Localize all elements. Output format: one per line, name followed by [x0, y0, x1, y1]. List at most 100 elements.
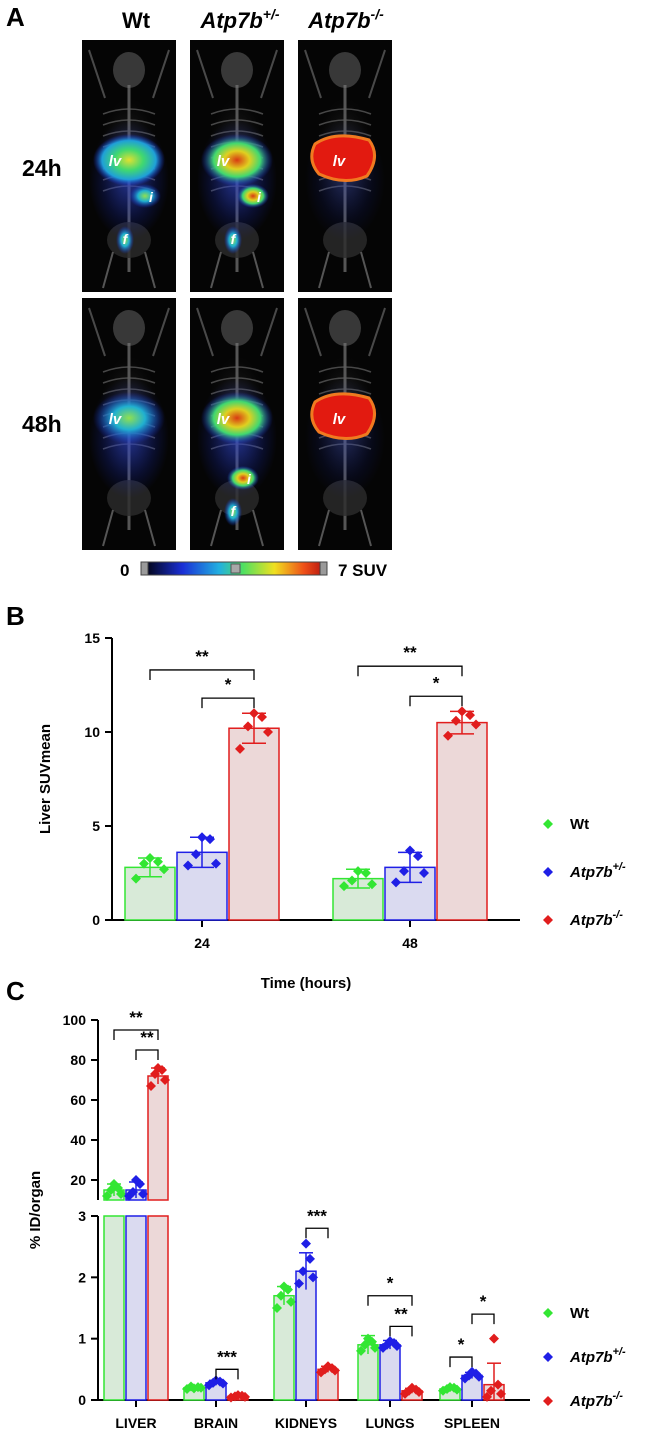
- data-point: [363, 1333, 373, 1344]
- hindlimb-right: [144, 509, 156, 547]
- legend-label-text: Atp7b: [569, 912, 613, 929]
- organ-label-feces: f: [231, 231, 237, 247]
- pet-image-r0-c0: lv i f: [82, 40, 176, 292]
- x-tick-label: LIVER: [115, 1415, 156, 1431]
- data-point: [407, 1382, 417, 1393]
- data-point: [286, 1296, 296, 1307]
- y-tick-label: 20: [70, 1172, 86, 1188]
- data-point: [399, 866, 409, 877]
- data-point: [189, 1383, 199, 1394]
- legend-label: Wt: [570, 816, 589, 833]
- pet-image-r0-c1: lv i f: [190, 40, 284, 292]
- column-label-het-sup: +/-: [263, 6, 280, 22]
- y-tick-label: 60: [70, 1092, 86, 1108]
- organ-label-liver: lv: [217, 153, 231, 170]
- significance-bracket: *: [471, 1292, 495, 1325]
- significance-label: ***: [217, 1347, 237, 1366]
- forelimb-right: [152, 49, 170, 99]
- panel-b-letter: B: [6, 601, 25, 631]
- forelimb-left: [196, 49, 214, 99]
- legend-label: Atp7b+/-: [569, 861, 626, 881]
- skull-shape: [329, 310, 361, 346]
- panel-a: A Wt Atp7b+/- Atp7b-/- 24h 48h lviflvifl…: [6, 2, 392, 580]
- forelimb-left: [304, 307, 322, 357]
- data-point: [308, 1272, 318, 1283]
- hindlimb-right: [252, 251, 264, 289]
- forelimb-right: [152, 307, 170, 357]
- significance-bracket: **: [135, 1028, 159, 1060]
- organ-label-intestine: i: [247, 471, 252, 487]
- forelimb-right: [260, 49, 278, 99]
- skull-shape: [113, 310, 145, 346]
- y-axis-title: % ID/organ: [27, 1171, 44, 1249]
- legend-label: Atp7b-/-: [569, 909, 623, 929]
- bracket-line: [215, 1368, 239, 1380]
- legend-label-text: Atp7b: [569, 864, 613, 881]
- significance-label: ***: [307, 1206, 327, 1225]
- bracket-line: [471, 1313, 495, 1325]
- significance-bracket: **: [357, 643, 463, 677]
- column-label-het: Atp7b+/-: [199, 6, 279, 33]
- data-point: [131, 1175, 141, 1185]
- liver-hotspot: [201, 392, 273, 444]
- data-point: [496, 1388, 506, 1399]
- rib-line: [318, 366, 372, 373]
- legend-label-text: Atp7b: [569, 1393, 613, 1410]
- data-point: [128, 1187, 138, 1197]
- significance-label: *: [387, 1274, 394, 1293]
- colorbar-min-label: 0: [120, 561, 129, 580]
- bar-group: [294, 1238, 318, 1401]
- bar-group: [332, 866, 384, 921]
- forelimb-left: [196, 307, 214, 357]
- rib-line: [102, 108, 156, 115]
- x-tick-label: KIDNEYS: [275, 1415, 337, 1431]
- panel-a-letter: A: [6, 2, 25, 32]
- legend-label-sup: +/-: [613, 1346, 626, 1358]
- x-tick-label: 48: [402, 935, 418, 951]
- column-label-ko-sup: -/-: [371, 6, 385, 22]
- data-point: [205, 834, 215, 845]
- skull-shape: [329, 52, 361, 88]
- forelimb-left: [304, 49, 322, 99]
- pet-image-r1-c2: lv: [298, 298, 392, 550]
- bar-group: [272, 1281, 296, 1401]
- pet-image-r1-c0: lv: [82, 298, 176, 550]
- legend-item-0: Wt: [543, 816, 589, 833]
- data-point: [361, 868, 371, 878]
- data-point: [138, 1189, 148, 1199]
- x-tick-label: BRAIN: [194, 1415, 238, 1431]
- data-point: [191, 849, 201, 860]
- data-point: [457, 706, 467, 717]
- skull-shape: [221, 310, 253, 346]
- hindlimb-left: [102, 509, 114, 547]
- significance-bracket: *: [201, 675, 255, 709]
- bar-group: [124, 852, 176, 921]
- data-point: [301, 1238, 311, 1249]
- legend-label: Wt: [570, 1305, 589, 1322]
- forelimb-right: [260, 307, 278, 357]
- hindlimb-left: [210, 251, 222, 289]
- liver-hotspot: [93, 134, 165, 186]
- data-point: [263, 727, 273, 737]
- organ-label-liver: lv: [333, 153, 347, 170]
- significance-label: *: [225, 675, 232, 694]
- legend-marker: [543, 1308, 553, 1318]
- bar: [379, 1344, 401, 1401]
- data-point: [243, 721, 253, 732]
- bar-group: [384, 845, 436, 921]
- y-tick-label: 100: [63, 1012, 87, 1028]
- data-point: [391, 877, 401, 888]
- organ-label-liver: lv: [217, 411, 231, 428]
- significance-label: *: [458, 1335, 465, 1354]
- data-point: [153, 1063, 163, 1073]
- column-label-ko-text: Atp7b: [307, 8, 370, 33]
- legend-item-1: Atp7b+/-: [543, 861, 626, 881]
- data-point: [298, 1266, 308, 1277]
- data-point: [235, 743, 245, 754]
- bracket-line: [113, 1029, 159, 1040]
- bracket-line: [409, 695, 463, 707]
- feces-hotspot: [224, 498, 242, 526]
